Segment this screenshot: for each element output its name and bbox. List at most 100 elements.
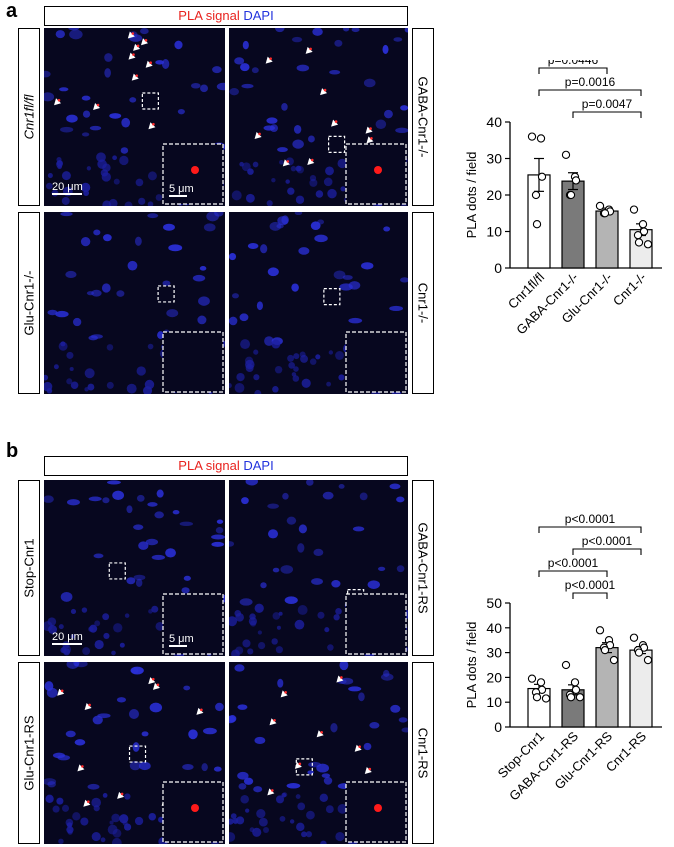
pla-dot xyxy=(88,703,91,707)
nucleus xyxy=(93,229,101,236)
nucleus xyxy=(272,386,279,393)
arrowhead xyxy=(117,791,125,799)
nucleus xyxy=(190,82,201,89)
arrowhead xyxy=(282,159,290,167)
nucleus xyxy=(136,366,146,376)
nucleus xyxy=(305,831,313,838)
nucleus xyxy=(155,60,165,65)
nucleus xyxy=(274,365,283,374)
nucleus xyxy=(241,497,249,505)
pla-dot xyxy=(284,691,287,694)
inset-box xyxy=(162,143,224,205)
nucleus xyxy=(188,729,198,740)
nucleus xyxy=(240,794,249,804)
nucleus xyxy=(147,171,157,181)
arrowhead xyxy=(307,158,315,166)
nucleus xyxy=(89,125,102,131)
pla-dot xyxy=(152,122,155,126)
pla-dot xyxy=(269,57,272,60)
nucleus xyxy=(215,527,224,534)
nucleus xyxy=(134,816,144,826)
significance-bracket xyxy=(538,526,642,533)
nucleus xyxy=(253,786,263,793)
nucleus xyxy=(134,236,142,246)
nucleus xyxy=(101,283,111,293)
nucleus xyxy=(287,354,295,362)
significance-bracket xyxy=(572,592,608,599)
pla-dot xyxy=(132,53,135,56)
nucleus xyxy=(230,813,237,819)
nucleus xyxy=(147,343,154,350)
nucleus xyxy=(263,827,270,834)
nucleus xyxy=(241,83,254,89)
nucleus xyxy=(234,57,245,65)
nucleus xyxy=(214,212,224,217)
nucleus xyxy=(140,28,149,35)
nucleus xyxy=(111,813,121,823)
data-point xyxy=(600,209,610,218)
nucleus xyxy=(47,781,56,788)
nucleus xyxy=(268,529,279,539)
nucleus xyxy=(280,565,294,574)
scale-label-main: 20 μm xyxy=(52,631,83,643)
nucleus xyxy=(297,543,305,553)
nucleus xyxy=(291,283,299,292)
nucleus xyxy=(202,727,217,735)
arrowhead xyxy=(148,122,156,130)
arrowhead xyxy=(84,702,92,710)
y-tick-label: 40 xyxy=(486,114,502,130)
nucleus xyxy=(61,196,70,205)
arrowhead xyxy=(305,46,313,54)
scale-label-main: 20 μm xyxy=(52,181,83,193)
nucleus xyxy=(138,761,151,771)
nucleus xyxy=(256,809,266,819)
nucleus xyxy=(389,483,401,490)
nucleus xyxy=(253,349,259,355)
y-tick-label: 30 xyxy=(486,645,502,661)
micrograph-b-3 xyxy=(44,662,225,844)
nucleus xyxy=(239,313,249,322)
arrowhead xyxy=(140,38,148,46)
nucleus xyxy=(157,331,164,339)
arrowhead xyxy=(366,136,374,144)
nucleus xyxy=(86,166,92,171)
nucleus xyxy=(242,639,251,648)
nucleus xyxy=(149,702,163,713)
nucleus xyxy=(295,195,305,204)
roi-box xyxy=(323,287,341,306)
nucleus xyxy=(297,604,308,615)
nucleus xyxy=(166,309,179,318)
nucleus xyxy=(91,289,102,297)
nucleus xyxy=(174,40,183,50)
significance-label: p=0.0047 xyxy=(582,97,633,111)
nucleus xyxy=(203,223,216,232)
nucleus xyxy=(106,480,121,485)
nucleus xyxy=(59,87,69,92)
arrowhead xyxy=(83,799,91,807)
nucleus xyxy=(263,125,276,131)
nucleus xyxy=(74,662,88,668)
nucleus xyxy=(245,808,250,813)
nucleus xyxy=(328,350,334,355)
nucleus xyxy=(325,166,334,176)
nucleus xyxy=(72,317,82,327)
pla-dot xyxy=(60,689,64,693)
nucleus xyxy=(277,147,288,153)
nucleus xyxy=(301,831,307,838)
nucleus xyxy=(109,820,114,825)
nucleus xyxy=(135,578,143,588)
nucleus xyxy=(88,496,102,502)
nucleus xyxy=(247,648,254,655)
nucleus xyxy=(319,793,329,803)
nucleus xyxy=(343,28,350,32)
nucleus xyxy=(120,147,129,154)
nucleus xyxy=(61,171,71,181)
inset-box xyxy=(345,143,407,205)
roi-box xyxy=(128,745,147,763)
nucleus xyxy=(234,664,245,672)
pla-dot xyxy=(96,103,100,107)
nucleus xyxy=(70,381,79,390)
roi-box xyxy=(328,135,346,153)
nucleus xyxy=(80,236,91,247)
nucleus xyxy=(252,161,259,168)
